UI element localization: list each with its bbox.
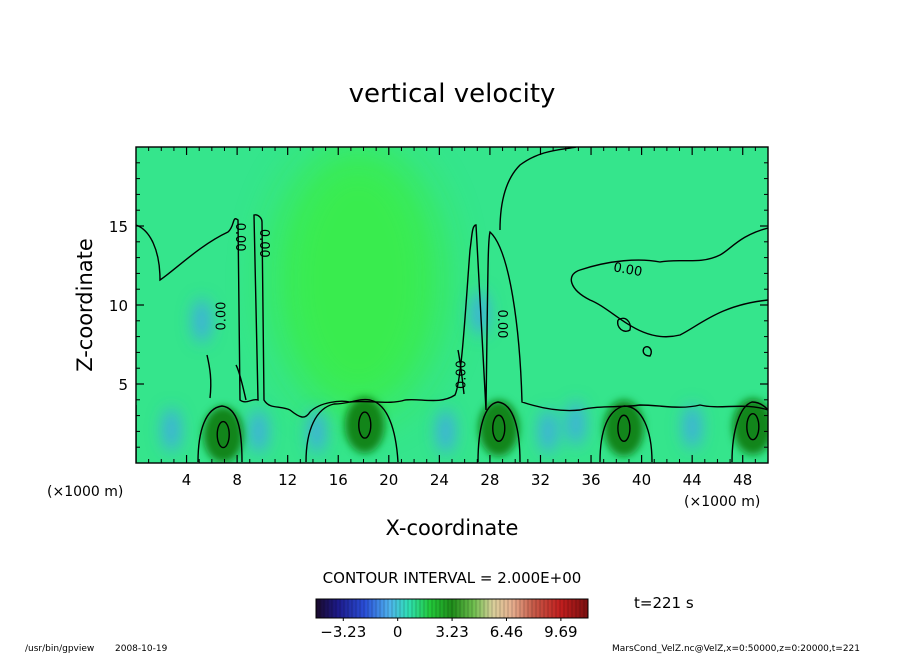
contour-line — [305, 398, 399, 463]
contour-line — [499, 147, 577, 231]
plot-area: 0.00 0.00 0.00 0.00 0.00 0.00 — [136, 147, 768, 463]
downdraft-core — [539, 409, 558, 454]
contour-interval-text: CONTOUR INTERVAL = 2.000E+00 — [323, 569, 582, 587]
contour-line — [570, 227, 768, 338]
x-tick-label: 4 — [182, 471, 192, 489]
footer-date: 2008-10-19 — [115, 644, 168, 654]
footer-file-info: MarsCond_VelZ.nc@VelZ,x=0:50000,z=0:2000… — [612, 644, 860, 654]
contour-lines — [136, 147, 768, 463]
field-background — [136, 147, 768, 463]
downdraft-core — [436, 409, 455, 454]
x-tick-label: 28 — [480, 471, 499, 489]
contour-line — [731, 401, 768, 463]
x-tick-label: 24 — [430, 471, 449, 489]
y-axis-label: Z-coordinate — [73, 238, 97, 372]
downdraft-core — [470, 290, 489, 335]
x-tick-label: 48 — [733, 471, 752, 489]
x-tick-label: 36 — [581, 471, 600, 489]
contour-label: 0.00 — [214, 302, 229, 331]
colorbar-stripes — [319, 599, 585, 618]
downdraft-core — [683, 404, 702, 449]
updraft-core-contour — [216, 420, 230, 449]
contour-label: 0.00 — [455, 360, 470, 389]
time-label: t=221 s — [634, 594, 694, 612]
x-tick-label: 16 — [329, 471, 348, 489]
updraft-core-contour — [358, 411, 372, 439]
colorbar-ticks: −3.23 0 3.23 6.46 9.69 — [320, 618, 578, 641]
chart-title: vertical velocity — [349, 79, 556, 109]
contour-label: 0.00 — [612, 260, 643, 280]
x-tick-label: 8 — [232, 471, 242, 489]
x-axis: 4 8 12 16 20 24 28 32 36 40 44 48 — [148, 147, 756, 489]
downdraft-core — [192, 298, 211, 343]
downdraft-core — [162, 407, 181, 452]
updraft-core — [478, 400, 519, 457]
x-tick-label: 20 — [379, 471, 398, 489]
x-tick-label: 32 — [531, 471, 550, 489]
contour-line — [616, 317, 632, 332]
contour-line — [235, 364, 247, 401]
contour-line — [599, 405, 653, 463]
contour-line — [477, 401, 521, 463]
x-axis-label: X-coordinate — [386, 516, 519, 540]
y-axis: 5 10 15 — [109, 162, 768, 448]
contour-line — [197, 405, 243, 463]
contour-line — [136, 214, 768, 418]
y-tick-label: 15 — [109, 218, 128, 236]
downdraft-core — [249, 409, 268, 454]
updraft-core-contour — [492, 414, 506, 442]
x-tick-label: 12 — [278, 471, 297, 489]
colorbar-tick-label: 0 — [393, 623, 403, 641]
contour-line — [642, 346, 653, 357]
colorbar-tick-label: 9.69 — [544, 623, 577, 641]
y-tick-label: 5 — [118, 376, 128, 394]
contour-label: 0.00 — [232, 223, 247, 252]
colorbar-tick-label: −3.23 — [320, 623, 366, 641]
downdraft-core — [566, 401, 585, 446]
footer-path: /usr/bin/gpview — [25, 644, 94, 654]
updraft-core — [603, 400, 644, 457]
colorbar-tick-label: 6.46 — [490, 623, 523, 641]
colorbar-tick-label: 3.23 — [435, 623, 468, 641]
updraft-core — [344, 397, 385, 454]
downdraft-core — [307, 409, 326, 454]
x-unit-left: (×1000 m) — [47, 484, 123, 500]
mid-positive-region — [273, 147, 443, 415]
updraft-core-contour — [617, 414, 631, 442]
x-tick-label: 44 — [683, 471, 702, 489]
x-tick-label: 40 — [632, 471, 651, 489]
y-tick-label: 10 — [109, 297, 128, 315]
x-unit-right: (×1000 m) — [684, 494, 760, 510]
contour-line — [457, 349, 465, 395]
updraft-core-contour — [746, 412, 760, 441]
contour-line — [206, 354, 212, 399]
contour-label: 0.00 — [494, 309, 509, 338]
updraft-core — [203, 406, 244, 463]
contour-label: 0.00 — [256, 229, 271, 258]
